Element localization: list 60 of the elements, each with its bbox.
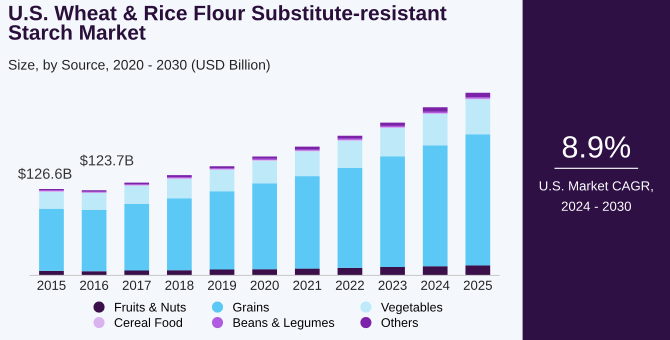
bar	[380, 267, 405, 276]
bar	[294, 146, 320, 150]
bar	[82, 210, 106, 272]
x-tick-label: 2019	[208, 280, 236, 290]
x-tick-label: 2015	[37, 280, 66, 290]
bar	[465, 99, 490, 134]
bar	[422, 145, 448, 266]
bar	[380, 128, 405, 157]
bar	[167, 178, 192, 199]
legend-label: Fruits & Nuts	[115, 302, 186, 312]
annotation: $123.7B	[80, 154, 134, 166]
legend-label: Beans & Legumes	[234, 318, 334, 330]
bar	[124, 204, 150, 270]
text: 8.9%	[562, 136, 630, 158]
x-tick-label: 2018	[165, 280, 194, 290]
legend-label: Vegetables	[380, 302, 442, 314]
bar	[210, 191, 234, 270]
bar	[338, 140, 362, 168]
bar	[252, 160, 278, 184]
bar	[252, 269, 278, 276]
bar	[422, 107, 448, 112]
text: 2024 - 2030	[562, 202, 632, 211]
x-tick-label: 2023	[378, 280, 407, 290]
x-tick-label: 2024	[421, 280, 450, 290]
legend-label: Cereal Food	[114, 318, 182, 328]
x-tick-label: 2021	[293, 280, 322, 290]
bar	[422, 114, 448, 146]
bar	[338, 136, 362, 139]
bar	[338, 268, 362, 276]
x-tick-label: 2025	[464, 280, 492, 290]
x-tick-label: 2020	[250, 280, 279, 290]
bar	[294, 176, 320, 269]
bar	[124, 270, 150, 276]
bar	[39, 208, 64, 271]
bar	[39, 192, 64, 209]
text: U.S. Market CAGR,	[540, 180, 653, 192]
chart-subtitle: Size, by Source, 2020 - 2030 (USD Billion)	[8, 60, 270, 72]
bar	[252, 183, 278, 270]
annotation: $126.6B	[18, 168, 72, 180]
bar	[167, 198, 192, 270]
x-tick-label: 2016	[80, 280, 108, 290]
bar	[465, 134, 490, 266]
bar	[338, 168, 362, 268]
bar	[380, 156, 405, 267]
bar	[124, 186, 150, 204]
bar	[465, 92, 490, 98]
x-tick-label: 2017	[122, 280, 151, 290]
bar	[422, 266, 448, 276]
chart-title: U.S. Wheat & Rice Flour Substitute-resistant Starch Market	[8, 5, 446, 40]
bar	[82, 271, 106, 276]
legend-label: Others	[382, 318, 418, 328]
bar	[210, 270, 234, 276]
bar	[465, 265, 490, 276]
bar	[82, 193, 106, 210]
bar	[294, 151, 320, 176]
x-tick-label: 2022	[336, 280, 364, 290]
legend-label: Grains	[233, 302, 269, 312]
bar	[210, 170, 234, 192]
bar	[294, 268, 320, 276]
bar	[380, 122, 405, 126]
